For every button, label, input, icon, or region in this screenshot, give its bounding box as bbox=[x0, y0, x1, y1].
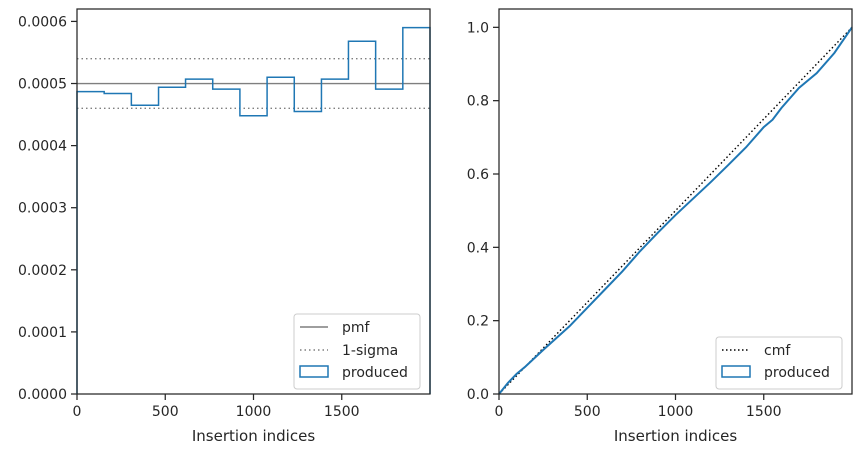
y-tick-label: 0.0006 bbox=[18, 14, 67, 30]
left-legend: pmf 1-sigma produced bbox=[294, 314, 420, 389]
y-tick-label: 0.0004 bbox=[18, 139, 67, 155]
y-tick-label: 1.0 bbox=[467, 20, 489, 36]
y-tick-label: 0.0001 bbox=[18, 325, 67, 341]
x-tick-label: 1500 bbox=[324, 404, 360, 420]
y-tick-label: 0.0 bbox=[467, 387, 489, 403]
y-tick-label: 0.8 bbox=[467, 94, 489, 110]
legend-produced-label-right: produced bbox=[764, 365, 830, 381]
legend-1-sigma-label: 1-sigma bbox=[342, 343, 398, 359]
x-tick-label: 1500 bbox=[746, 404, 782, 420]
legend-pmf-label: pmf bbox=[342, 320, 371, 336]
y-tick-label: 0.0002 bbox=[18, 263, 67, 279]
right-legend: cmf produced bbox=[716, 337, 842, 389]
y-tick-label: 0.0003 bbox=[18, 201, 67, 217]
x-tick-label: 500 bbox=[574, 404, 601, 420]
right-plot-frame bbox=[499, 9, 852, 394]
y-tick-label: 0.4 bbox=[467, 240, 489, 256]
x-tick-label: 1000 bbox=[658, 404, 694, 420]
legend-cmf-label: cmf bbox=[764, 343, 791, 359]
right-x-axis-label: Insertion indices bbox=[614, 427, 737, 445]
y-tick-label: 0.0000 bbox=[18, 387, 67, 403]
y-tick-label: 0.2 bbox=[467, 314, 489, 330]
y-tick-label: 0.6 bbox=[467, 167, 489, 183]
histogram-panel: 0 500 1000 1500 0.0000 0.0001 0.0002 0.0003 0.00… bbox=[18, 9, 430, 445]
legend-produced-label: produced bbox=[342, 365, 408, 381]
x-tick-label: 500 bbox=[152, 404, 179, 420]
cumulative-panel: 0 500 1000 1500 0.0 0.2 0.4 0.6 0.8 1.0 Insertion… bbox=[467, 9, 852, 445]
left-x-axis-label: Insertion indices bbox=[192, 427, 315, 445]
x-tick-label: 0 bbox=[495, 404, 504, 420]
x-tick-label: 0 bbox=[73, 404, 82, 420]
x-tick-label: 1000 bbox=[236, 404, 272, 420]
y-tick-label: 0.0005 bbox=[18, 77, 67, 93]
